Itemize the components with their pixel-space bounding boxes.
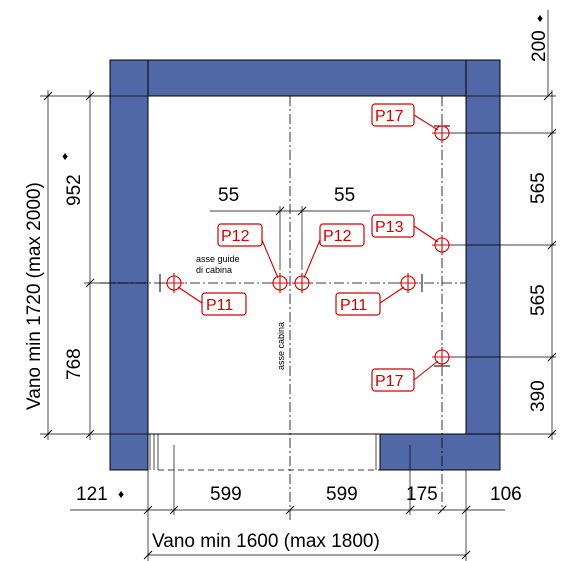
tick — [297, 206, 307, 216]
tick — [169, 505, 179, 515]
guide-axis-label: asse guide — [196, 254, 240, 264]
tick — [405, 505, 415, 515]
dim-top-55-left: 55 — [218, 185, 239, 206]
leader-line — [303, 239, 321, 279]
tag-p12-left: P12 — [217, 223, 263, 247]
car-axis-label: asse cabina — [276, 322, 286, 370]
svg-text:P13: P13 — [375, 219, 404, 236]
dim-bottom-599-left: 599 — [210, 484, 242, 505]
tick — [275, 206, 285, 216]
tag-p11-left: P11 — [201, 292, 247, 316]
tick — [547, 128, 557, 138]
svg-text:P17: P17 — [375, 108, 404, 125]
svg-text:P11: P11 — [206, 297, 233, 314]
dim-right-565-upper: 565 — [528, 172, 549, 204]
tick — [285, 505, 295, 515]
point-marker-p12-left — [270, 273, 290, 293]
tick — [85, 91, 95, 101]
leader-line — [177, 286, 203, 304]
tag-p12-right: P12 — [319, 223, 365, 247]
dim-horizontal-total: Vano min 1600 (max 1800) — [152, 531, 380, 552]
tick — [547, 240, 557, 250]
tick — [547, 352, 557, 362]
tick — [543, 91, 553, 101]
svg-text:P12: P12 — [323, 228, 352, 245]
leader-line — [261, 239, 279, 279]
dim-bottom-121: 121 — [76, 484, 108, 505]
shaft-wall-left-side — [109, 59, 149, 471]
shaft-wall-bottom-right — [379, 433, 501, 471]
leader-line — [413, 360, 439, 381]
svg-text:P11: P11 — [340, 297, 367, 314]
dim-top-200: 200 — [529, 30, 550, 62]
tick — [85, 278, 95, 288]
dim-bottom-599-right: 599 — [326, 484, 358, 505]
tag-p13: P13 — [371, 214, 415, 238]
tick — [43, 91, 53, 101]
tick — [43, 429, 53, 439]
dim-right-565-lower: 565 — [528, 284, 549, 316]
tick — [85, 429, 95, 439]
tick — [461, 550, 471, 560]
point-marker-p13 — [432, 235, 452, 255]
dim-diamond: ♦ — [537, 11, 543, 25]
dim-diamond: ♦ — [62, 149, 68, 163]
dim-bottom-106: 106 — [490, 484, 522, 505]
dim-left-768: 768 — [64, 348, 85, 380]
svg-text:P17: P17 — [375, 373, 404, 390]
dim-top-55-right: 55 — [334, 185, 355, 206]
shaft-wall-right-side — [465, 59, 501, 471]
shaft-wall-top — [109, 59, 501, 97]
dim-diamond: ♦ — [118, 487, 124, 501]
leader-line — [413, 114, 439, 131]
tag-p17-bottom: P17 — [371, 368, 415, 392]
tag-p11-right: P11 — [335, 292, 381, 316]
dim-left-952: 952 — [64, 174, 85, 206]
point-marker-p11-right — [398, 273, 418, 293]
leader-line — [413, 225, 439, 243]
dim-vertical-total: Vano min 1720 (max 2000) — [24, 182, 45, 410]
tick — [143, 505, 153, 515]
dim-bottom-175: 175 — [406, 484, 438, 505]
tick — [143, 550, 153, 560]
tick — [547, 429, 557, 439]
point-marker-p11-left — [164, 273, 184, 293]
point-marker-p17-bottom — [432, 347, 452, 367]
tick — [437, 505, 447, 515]
tag-p17-top: P17 — [371, 103, 415, 127]
dim-right-390: 390 — [528, 380, 549, 412]
point-marker-p12-right — [292, 273, 312, 293]
point-marker-p17-top — [432, 123, 452, 143]
leader-line — [379, 286, 405, 304]
tick — [461, 505, 471, 515]
guide-axis-label: di cabina — [196, 265, 232, 275]
svg-text:P12: P12 — [221, 228, 250, 245]
